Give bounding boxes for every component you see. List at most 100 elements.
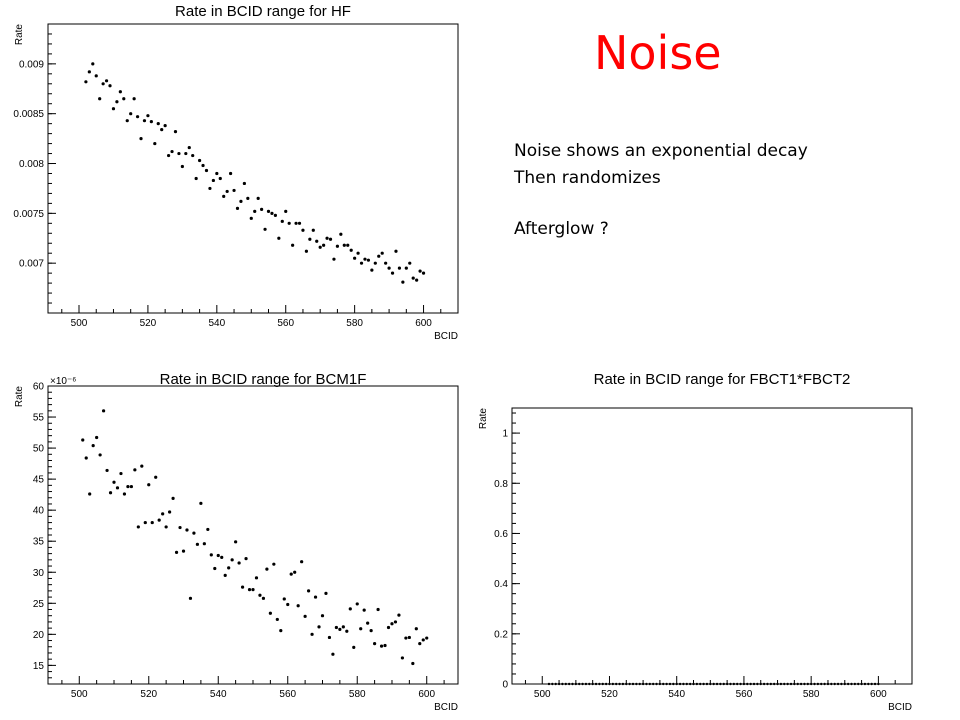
data-point [218, 176, 222, 181]
data-point [803, 682, 806, 686]
data-point [126, 484, 130, 489]
data-point [293, 570, 297, 574]
data-point [146, 114, 150, 118]
data-point [836, 682, 840, 686]
data-point [199, 501, 203, 505]
data-point [125, 119, 129, 123]
data-point [315, 239, 319, 243]
data-point [230, 558, 234, 562]
data-point [265, 567, 269, 571]
data-point [173, 130, 178, 134]
data-point [736, 682, 739, 686]
bcm1f-rate-chart: Rate in BCID range for BCM1F 500 520 540 560… [14, 371, 459, 713]
data-point [668, 682, 672, 686]
data-point [234, 540, 238, 544]
data-point [291, 243, 295, 247]
data-point [178, 525, 182, 530]
y-tick-label: 0.008 [19, 159, 44, 170]
data-point [746, 682, 749, 686]
data-point [91, 444, 95, 448]
data-point [411, 661, 415, 666]
data-point [313, 595, 318, 599]
data-point [345, 629, 349, 633]
data-point [816, 682, 820, 686]
plot-frame [47, 385, 459, 685]
data-point [304, 249, 309, 253]
x-axis-label: BCID [434, 702, 458, 713]
x-tick-label: 600 [415, 318, 432, 329]
data-point [393, 620, 398, 624]
data-point [414, 627, 418, 631]
x-tick-label: 560 [277, 318, 294, 329]
data-point [415, 278, 419, 282]
data-point [376, 607, 380, 612]
data-point [87, 70, 91, 74]
plot-frame [47, 23, 459, 314]
data-point [380, 251, 384, 255]
data-point [628, 682, 631, 686]
data-point [185, 528, 189, 532]
data-point [229, 171, 233, 176]
data-point [799, 682, 803, 686]
data-point [418, 269, 422, 273]
data-point [150, 520, 154, 525]
data-point [258, 593, 262, 597]
data-point [184, 151, 188, 156]
data-point [756, 682, 759, 686]
data-point [320, 614, 325, 618]
data-point [272, 562, 276, 566]
data-point [308, 237, 312, 241]
data-point [294, 221, 298, 225]
x-tick-label: 540 [210, 689, 227, 700]
data-point [840, 682, 843, 686]
data-point [823, 682, 826, 686]
data-point [390, 622, 394, 626]
data-point [135, 115, 140, 119]
x-tick-label: 580 [803, 689, 820, 700]
data-point [225, 189, 229, 194]
data-point [641, 682, 645, 686]
data-point [286, 602, 290, 607]
data-point [594, 682, 598, 686]
data-point [567, 682, 571, 686]
data-point [239, 199, 243, 203]
y-tick-label: 20 [33, 630, 45, 641]
data-point [658, 682, 662, 686]
data-point [688, 682, 692, 686]
data-point [105, 468, 109, 473]
data-point [625, 682, 628, 686]
data-point [211, 178, 215, 183]
data-point [672, 682, 675, 686]
data-point [306, 589, 311, 593]
y-axis-label: Rate [478, 408, 489, 430]
data-point [783, 682, 786, 686]
data-point [223, 573, 227, 577]
data-point [88, 492, 92, 496]
data-point [369, 629, 373, 633]
data-point [242, 181, 246, 186]
y-tick-label: 0 [502, 680, 508, 691]
data-point [352, 645, 356, 649]
data-point [621, 682, 625, 686]
data-point [268, 611, 272, 615]
data-point [408, 261, 412, 265]
data-point [418, 642, 422, 646]
data-point [359, 627, 363, 631]
data-point [209, 553, 213, 557]
data-point [557, 682, 561, 686]
data-point [611, 682, 615, 686]
data-point [216, 553, 220, 558]
y-tick-label: 1 [502, 429, 508, 440]
data-point [397, 266, 402, 270]
data-point [246, 196, 250, 200]
data-point [208, 186, 212, 191]
data-point [648, 682, 652, 686]
data-point [715, 682, 719, 686]
data-point [153, 141, 157, 146]
data-point [81, 438, 85, 442]
data-point [678, 682, 682, 686]
data-point [115, 486, 120, 490]
data-point [227, 566, 231, 570]
data-point [84, 80, 88, 84]
data-point [421, 271, 426, 275]
